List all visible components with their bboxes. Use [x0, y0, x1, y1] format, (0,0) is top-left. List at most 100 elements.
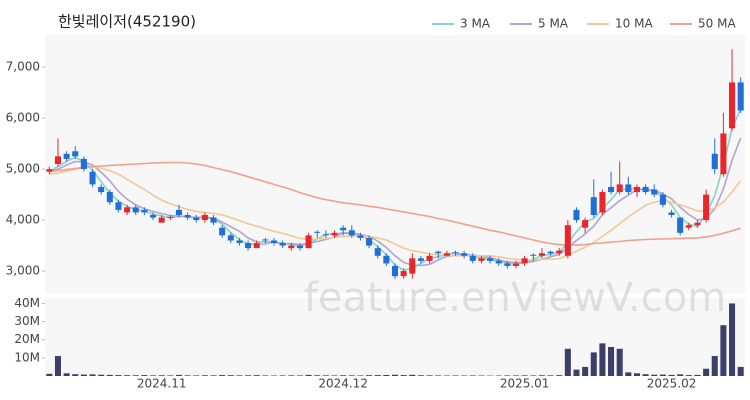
volume-bar	[219, 375, 226, 376]
volume-bar	[366, 375, 373, 376]
candle-body	[443, 253, 450, 256]
candle-body	[89, 171, 96, 185]
volume-bar	[80, 374, 87, 376]
volume-bar	[227, 375, 234, 376]
volume-bar	[201, 375, 208, 376]
candle-body	[210, 217, 217, 223]
volume-bar	[236, 375, 243, 376]
volume-tick-label: 20M	[14, 332, 40, 346]
candle-body	[495, 260, 502, 264]
volume-bar	[409, 374, 416, 376]
volume-bar	[357, 375, 364, 376]
candle-body	[659, 194, 666, 205]
volume-bar	[426, 375, 433, 376]
volume-bar	[98, 374, 105, 376]
candle-body	[642, 186, 649, 193]
candle-body	[270, 240, 278, 244]
volume-bar	[193, 375, 200, 376]
candle-body	[366, 237, 373, 246]
candle-body	[478, 258, 485, 261]
candle-body	[729, 82, 736, 129]
volume-bar	[668, 374, 675, 376]
volume-bar	[651, 374, 658, 376]
candle-body	[452, 252, 459, 254]
candle-body	[150, 214, 157, 218]
volume-bar	[72, 374, 79, 376]
candle-body	[80, 158, 87, 170]
volume-bar	[279, 375, 286, 376]
volume-tick-label: 30M	[14, 314, 40, 328]
volume-bar	[573, 369, 580, 376]
volume-bar	[625, 372, 632, 376]
x-tick-label: 2024.11	[137, 377, 187, 391]
volume-bar	[504, 375, 511, 376]
x-tick-label: 2025.02	[647, 377, 697, 391]
volume-bar	[694, 374, 701, 376]
volume-panel	[45, 298, 745, 376]
candle-body	[737, 82, 744, 111]
candle-body	[227, 235, 234, 241]
volume-bar	[314, 375, 321, 376]
volume-bar	[124, 375, 131, 376]
volume-bar	[245, 375, 252, 376]
legend-label: 3 MA	[460, 17, 491, 31]
volume-bar	[737, 366, 744, 376]
candle-body	[703, 194, 710, 221]
candle-body	[305, 235, 312, 249]
candle-body	[253, 243, 260, 249]
ma-line	[49, 161, 741, 246]
candle-body	[504, 263, 511, 266]
candle-body	[219, 227, 226, 236]
candle-body	[46, 169, 53, 172]
candle-body	[530, 254, 537, 256]
volume-bar	[521, 375, 528, 376]
candle-body	[487, 258, 494, 261]
volume-bar	[184, 375, 191, 376]
x-tick-label: 2025.01	[500, 377, 550, 391]
candle-body	[383, 255, 390, 264]
candle-body	[262, 239, 269, 241]
candle-body	[599, 192, 606, 213]
volume-bar	[564, 348, 571, 376]
y-tick-label: 6,000	[6, 111, 40, 125]
volume-bar	[262, 375, 269, 376]
candle-body	[409, 258, 416, 274]
volume-bar	[417, 375, 424, 376]
candle-body	[720, 133, 727, 175]
volume-bar	[167, 375, 174, 376]
volume-bar	[340, 375, 347, 376]
volume-bar	[348, 375, 355, 376]
legend-label: 5 MA	[538, 17, 569, 31]
volume-bar	[659, 374, 666, 376]
candle-body	[288, 245, 295, 249]
candle-body	[98, 186, 105, 193]
candle-body	[461, 253, 468, 256]
volume-bar	[642, 374, 649, 376]
volume-bar	[305, 374, 312, 376]
candle-body	[616, 184, 623, 193]
candle-body	[124, 207, 131, 213]
x-tick-label: 2024.12	[318, 377, 368, 391]
candle-body	[582, 220, 589, 228]
volume-bar	[530, 375, 537, 376]
volume-bar	[210, 375, 217, 376]
candle-body	[236, 240, 243, 244]
candle-body	[115, 202, 122, 210]
y-tick-label: 3,000	[6, 264, 40, 278]
volume-bar	[590, 352, 597, 376]
volume-tick-label: 40M	[14, 296, 40, 310]
volume-bar	[391, 374, 399, 376]
candle-body	[193, 217, 200, 221]
volume-bar	[115, 375, 122, 376]
volume-bar	[106, 374, 113, 376]
candle-body	[590, 197, 597, 215]
candle-body	[435, 251, 442, 254]
candle-body	[651, 189, 658, 195]
volume-bar	[452, 375, 459, 376]
candle-body	[633, 186, 640, 193]
candle-body	[340, 227, 347, 231]
volume-bar	[538, 375, 545, 376]
volume-bar	[547, 375, 554, 376]
volume-bar	[616, 348, 623, 376]
